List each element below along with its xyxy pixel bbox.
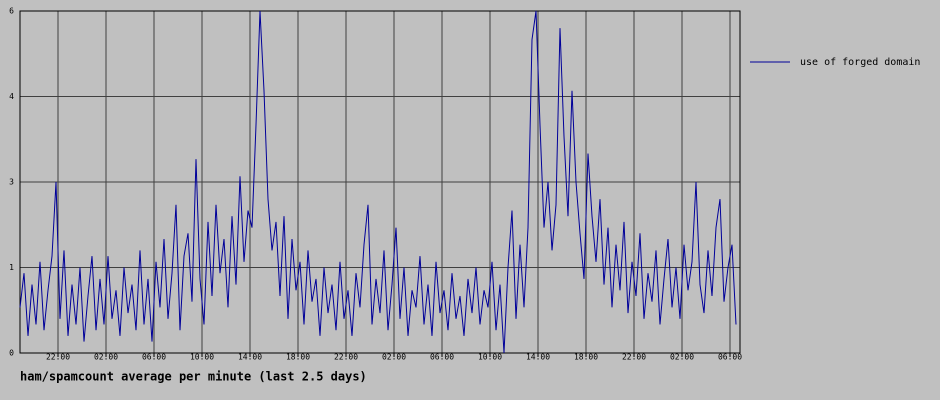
y-tick-label: 0 <box>9 349 14 358</box>
plot-border <box>19 10 741 354</box>
x-tick-label: 10:00 <box>190 353 214 362</box>
x-tick-label: 10:00 <box>478 353 502 362</box>
x-tick-label: 02:00 <box>670 353 694 362</box>
x-tick-label: 06:00 <box>718 353 742 362</box>
data-line <box>19 10 737 354</box>
x-axis-label: ham/spamcount average per minute (last 2… <box>20 370 367 384</box>
y-tick-label: 1 <box>9 263 14 272</box>
legend-label: use of forged domain <box>800 57 920 68</box>
x-tick-label: 22:00 <box>334 353 358 362</box>
y-tick-label: 3 <box>9 178 14 187</box>
x-tick-label: 18:00 <box>286 353 310 362</box>
x-tick-label: 22:00 <box>622 353 646 362</box>
x-tick-label: 06:00 <box>430 353 454 362</box>
x-tick-label: 02:00 <box>94 353 118 362</box>
x-tick-label: 14:00 <box>526 353 550 362</box>
x-tick-label: 06:00 <box>142 353 166 362</box>
x-tick-label: 18:00 <box>574 353 598 362</box>
x-tick-label: 02:00 <box>382 353 406 362</box>
x-tick-label: 22:00 <box>46 353 70 362</box>
x-tick-label: 14:00 <box>238 353 262 362</box>
y-tick-label: 4 <box>9 92 14 101</box>
y-tick-label: 6 <box>9 7 14 16</box>
